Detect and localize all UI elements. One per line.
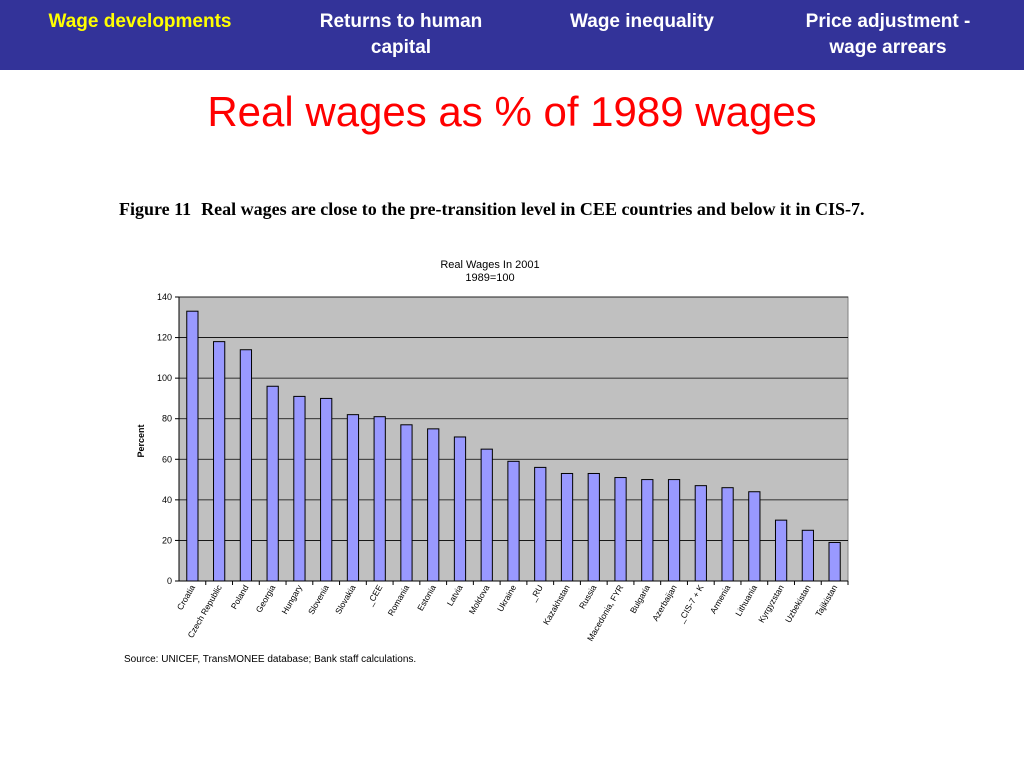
y-tick-label: 100 [157,373,172,383]
chart-subtitle: 1989=100 [465,272,514,284]
nav-tab-price-adjustment[interactable]: Price adjustment - wage arrears [770,9,1006,61]
y-tick-label: 20 [162,535,172,545]
bar [560,472,574,582]
x-tick-label: Hungary [279,582,304,615]
x-tick-label: Kazakhstan [541,583,572,627]
x-tick-label: Tajikistan [813,583,839,619]
top-navigation: Wage developments Returns to human capit… [0,0,1024,70]
bar [774,519,788,582]
nav-tab-label: wage arrears [829,37,947,58]
bar [400,424,413,582]
x-tick-label: Estonia [415,583,438,613]
nav-tab-returns-to-human-capital[interactable]: Returns to human capital [290,9,512,61]
x-tick-label: Moldova [467,583,492,616]
y-tick-label: 0 [167,576,172,586]
x-tick-label: Ukraine [495,583,518,614]
bar [828,541,841,582]
bar [266,385,279,582]
bar [614,477,627,582]
bar [320,397,333,582]
bar [694,485,707,582]
nav-tab-label: Wage inequality [570,11,714,32]
bar [801,529,814,582]
x-tick-label: _RU [527,583,545,604]
bar [721,487,734,582]
y-tick-label: 140 [157,292,172,302]
x-tick-label: Bulgaria [628,583,652,615]
bar [427,428,440,582]
chart-title: Real Wages In 2001 [440,259,539,271]
bar [748,491,761,582]
x-tick-label: _CEE [364,583,384,608]
bar [346,414,360,582]
x-tick-label: Armenia [708,583,733,616]
bar [480,448,493,582]
y-tick-label: 120 [157,333,172,343]
y-tick-label: 80 [162,414,172,424]
slide-title: Real wages as % of 1989 wages [207,88,817,135]
nav-tab-label: Price adjustment - [805,11,971,32]
nav-tab-label: capital [370,37,432,58]
figure-caption-text: Real wages are close to the pre-transiti… [201,199,865,219]
y-axis-label: Percent [136,424,146,457]
y-tick-label: 40 [162,495,172,505]
figure-caption: Figure 11 Real wages are close to the pre… [119,198,919,221]
nav-tab-label: Returns to human [319,11,483,32]
bar [186,310,199,582]
y-tick-label: 60 [162,454,172,464]
x-tick-label: Croatia [175,583,197,612]
bar [293,395,306,582]
x-tick-label: Lithuania [733,583,759,618]
x-tick-label: Azerbaijan [650,583,679,623]
x-tick-label: Latvia [445,583,465,608]
nav-tab-wage-developments[interactable]: Wage developments [22,9,258,35]
bar [239,349,253,582]
bar [507,460,520,582]
bar [641,479,654,582]
x-tick-label: Romania [386,583,412,618]
x-tick-label: Georgia [254,583,278,614]
bar [213,341,226,582]
bar [667,479,681,582]
x-tick-label: _CIS-7 + K [675,583,705,625]
x-tick-label: Kyrgyzstan [756,583,786,625]
x-tick-label: Slovenia [306,583,331,616]
figure-label: Figure 11 [119,199,192,219]
source-note: Source: UNICEF, TransMONEE database; Ban… [124,654,417,665]
bar [373,416,386,582]
bar [453,436,467,582]
bar [587,472,600,582]
bar [534,466,547,582]
nav-tab-wage-inequality[interactable]: Wage inequality [540,9,744,35]
x-tick-label: Slovakia [333,583,358,616]
x-tick-label: Uzbekistan [783,583,813,625]
x-tick-label: Poland [229,583,251,611]
nav-tab-label: Wage developments [48,11,232,32]
x-tick-label: Russia [577,583,599,611]
